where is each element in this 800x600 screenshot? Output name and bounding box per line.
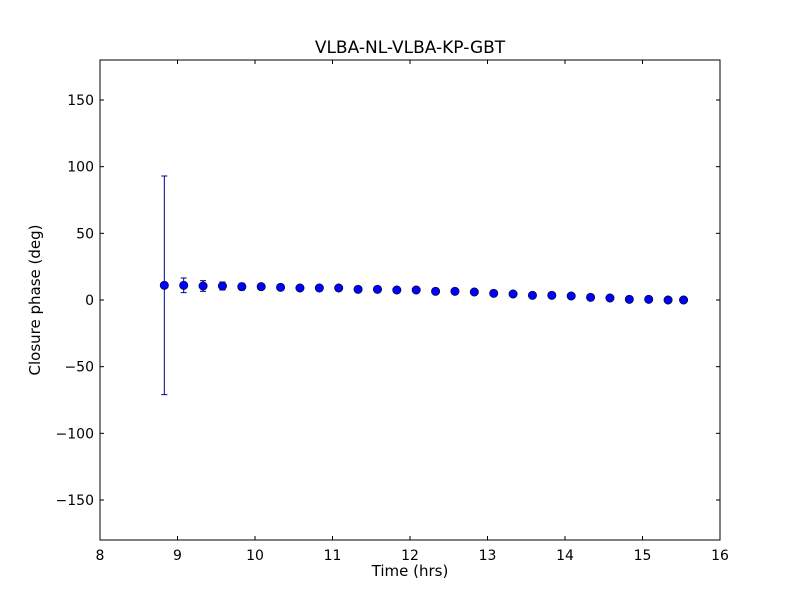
y-tick-label: 50 xyxy=(76,226,94,242)
data-point xyxy=(411,285,421,295)
x-tick-label: 9 xyxy=(173,548,182,564)
data-point xyxy=(179,280,189,290)
data-point xyxy=(431,286,441,296)
x-tick-label: 15 xyxy=(634,548,652,564)
data-point xyxy=(256,282,266,292)
x-tick-label: 11 xyxy=(324,548,342,564)
data-point xyxy=(566,291,576,301)
plot-frame xyxy=(99,59,721,541)
data-series xyxy=(159,175,689,396)
x-axis-label: Time (hrs) xyxy=(371,562,449,580)
y-tick-label: −100 xyxy=(56,426,94,442)
y-tick-label: 100 xyxy=(67,160,94,176)
data-point xyxy=(237,282,247,292)
plot-area xyxy=(99,59,721,541)
data-point xyxy=(314,283,324,293)
x-tick-label: 13 xyxy=(479,548,497,564)
x-tick-label: 8 xyxy=(96,548,105,564)
y-tick-label: 0 xyxy=(85,293,94,309)
data-point xyxy=(663,295,673,305)
data-point xyxy=(392,285,402,295)
data-point xyxy=(624,294,634,304)
data-point xyxy=(353,284,363,294)
x-tick-label: 16 xyxy=(711,548,729,564)
data-point xyxy=(489,288,499,298)
data-point xyxy=(527,290,537,300)
chart-title: VLBA-NL-VLBA-KP-GBT xyxy=(315,38,506,58)
data-point xyxy=(198,281,208,291)
data-point xyxy=(679,295,689,305)
x-tick-label: 14 xyxy=(556,548,574,564)
data-point xyxy=(644,294,654,304)
x-tick-label: 12 xyxy=(401,548,419,564)
y-axis-ticks: 150 100 50 0 −50 −100 −150 xyxy=(56,93,720,509)
data-point xyxy=(547,290,557,300)
x-tick-label: 10 xyxy=(246,548,264,564)
data-point xyxy=(469,287,479,297)
data-point xyxy=(276,282,286,292)
data-point xyxy=(295,283,305,293)
data-point xyxy=(605,293,615,303)
x-axis-ticks: 8 9 10 11 12 13 14 15 16 xyxy=(96,60,729,564)
data-point xyxy=(217,281,227,291)
data-point xyxy=(450,286,460,296)
y-axis-label: Closure phase (deg) xyxy=(26,225,44,376)
y-tick-label: 150 xyxy=(67,93,94,109)
data-point xyxy=(334,283,344,293)
y-tick-label: −50 xyxy=(64,360,94,376)
y-tick-label: −150 xyxy=(56,493,94,509)
data-point xyxy=(372,284,382,294)
data-point xyxy=(159,280,169,290)
data-point xyxy=(586,292,596,302)
data-point xyxy=(508,289,518,299)
